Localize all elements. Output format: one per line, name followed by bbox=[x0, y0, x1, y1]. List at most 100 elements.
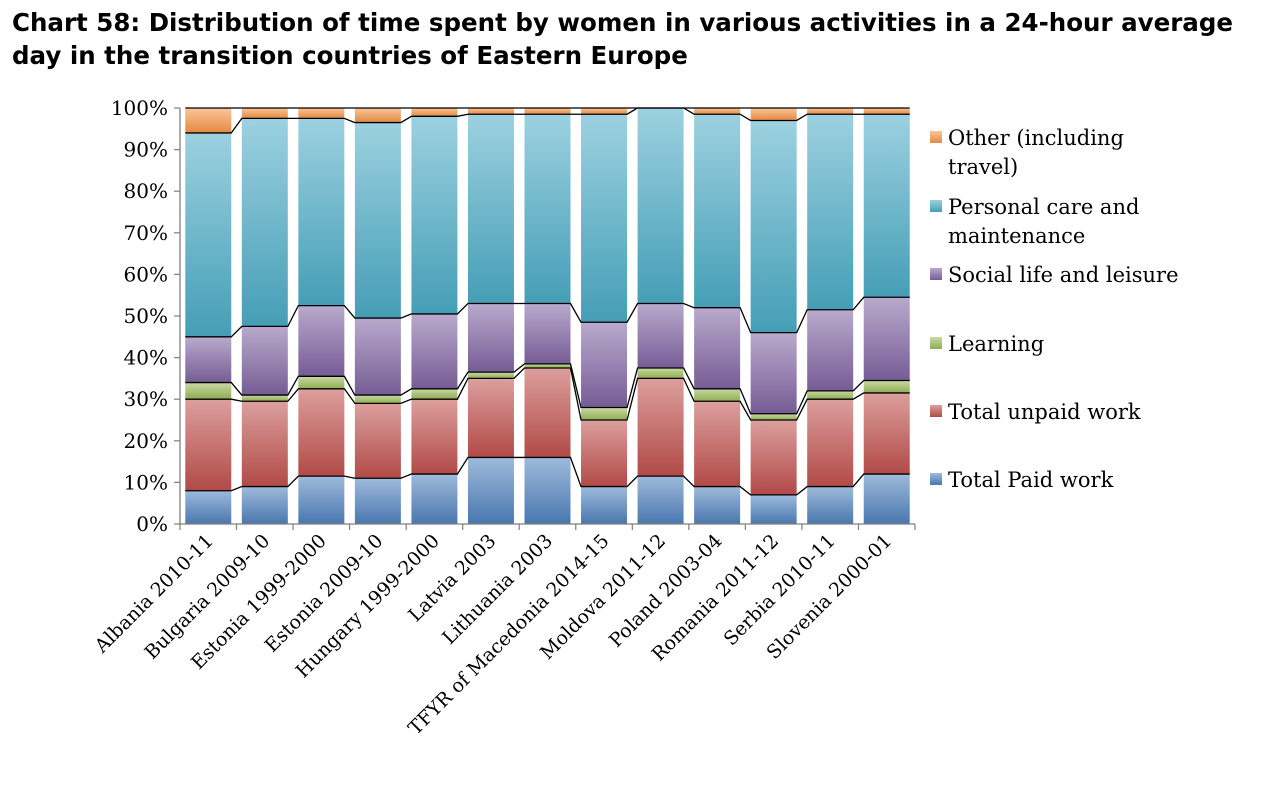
legend-item-learning: Learning bbox=[930, 332, 1044, 356]
y-tick-label: 80% bbox=[124, 179, 168, 203]
y-tick-label: 100% bbox=[111, 96, 168, 120]
bar-segment-personal-care-and-maintenance-albania-2010-11 bbox=[185, 132, 232, 337]
legend-item-personal-care-and-maintenance: Personal care and maintenance bbox=[930, 195, 1139, 248]
y-tick-label: 10% bbox=[124, 470, 168, 494]
bar-segment-social-life-and-leisure-romania-2011-12 bbox=[750, 332, 797, 414]
bar-segment-other-including-travel-estonia-1999-2000 bbox=[298, 108, 345, 119]
bar-segment-learning-latvia-2003 bbox=[467, 372, 514, 379]
bar-segment-personal-care-and-maintenance-hungary-1999-2000 bbox=[411, 116, 458, 314]
bar-segment-social-life-and-leisure-lithuania-2003 bbox=[524, 303, 571, 364]
legend-label: Total unpaid work bbox=[948, 400, 1141, 424]
bar-segment-social-life-and-leisure-albania-2010-11 bbox=[185, 336, 232, 383]
bar-segment-total-unpaid-work-estonia-1999-2000 bbox=[298, 388, 345, 477]
legend-label: Social life and leisure bbox=[948, 263, 1179, 287]
bar-segment-total-paid-work-hungary-1999-2000 bbox=[411, 474, 458, 524]
bar-segment-total-unpaid-work-bulgaria-2009-10 bbox=[241, 401, 288, 487]
bar-segment-other-including-travel-romania-2011-12 bbox=[750, 108, 797, 121]
bar-segment-total-unpaid-work-estonia-2009-10 bbox=[354, 403, 401, 479]
bar-segment-learning-romania-2011-12 bbox=[750, 413, 797, 420]
bar-segment-social-life-and-leisure-bulgaria-2009-10 bbox=[241, 326, 288, 396]
bar-segment-learning-albania-2010-11 bbox=[185, 382, 232, 400]
bar-segment-other-including-travel-estonia-2009-10 bbox=[354, 108, 401, 123]
bar-segment-learning-tfyr-of-macedonia-2014-15 bbox=[581, 407, 628, 420]
bar-segment-personal-care-and-maintenance-estonia-2009-10 bbox=[354, 122, 401, 319]
bar-segment-personal-care-and-maintenance-tfyr-of-macedonia-2014-15 bbox=[581, 114, 628, 323]
bar-segment-total-paid-work-bulgaria-2009-10 bbox=[241, 486, 288, 524]
bar-segment-other-including-travel-slovenia-2000-01 bbox=[863, 108, 910, 115]
series-line-learning bbox=[185, 363, 910, 415]
legend-label: travel) bbox=[948, 155, 1018, 179]
bar-segment-personal-care-and-maintenance-poland-2003-04 bbox=[694, 114, 741, 308]
bar-segment-learning-moldova-2011-12 bbox=[637, 368, 684, 379]
legend-label: Other (including bbox=[948, 126, 1124, 150]
bar-segment-total-unpaid-work-albania-2010-11 bbox=[185, 399, 232, 491]
bar-segment-total-paid-work-albania-2010-11 bbox=[185, 490, 232, 524]
y-tick-label: 30% bbox=[124, 387, 168, 411]
bar-segment-total-unpaid-work-poland-2003-04 bbox=[694, 401, 741, 487]
series-line-total-paid-work bbox=[185, 456, 910, 496]
y-tick-label: 0% bbox=[136, 512, 168, 536]
bar-segment-other-including-travel-serbia-2010-11 bbox=[807, 108, 854, 115]
chart-title: Chart 58: Distribution of time spent by … bbox=[12, 8, 1233, 70]
bar-segment-total-paid-work-latvia-2003 bbox=[467, 457, 514, 524]
bar-segment-learning-serbia-2010-11 bbox=[807, 390, 854, 400]
bar-segment-other-including-travel-lithuania-2003 bbox=[524, 108, 571, 115]
legend-item-other-including-travel: Other (including travel) bbox=[930, 126, 1124, 179]
bar-segment-personal-care-and-maintenance-estonia-1999-2000 bbox=[298, 118, 345, 306]
bar-segment-personal-care-and-maintenance-slovenia-2000-01 bbox=[863, 114, 910, 298]
bars-layer bbox=[185, 108, 910, 524]
bar-segment-total-paid-work-estonia-2009-10 bbox=[354, 478, 401, 524]
legend: Other (including travel) Personal care and… bbox=[930, 126, 1179, 492]
bar-segment-other-including-travel-bulgaria-2009-10 bbox=[241, 108, 288, 119]
bar-segment-learning-bulgaria-2009-10 bbox=[241, 395, 288, 402]
bar-segment-learning-estonia-1999-2000 bbox=[298, 376, 345, 389]
series-lines-layer bbox=[185, 107, 910, 496]
bar-segment-total-unpaid-work-moldova-2011-12 bbox=[637, 378, 684, 477]
bar-segment-learning-poland-2003-04 bbox=[694, 388, 741, 402]
legend-item-social-life-and-leisure: Social life and leisure bbox=[930, 263, 1179, 287]
bar-segment-personal-care-and-maintenance-lithuania-2003 bbox=[524, 114, 571, 304]
y-tick-label: 50% bbox=[124, 304, 168, 328]
bar-segment-total-paid-work-slovenia-2000-01 bbox=[863, 474, 910, 524]
legend-swatch bbox=[930, 337, 942, 349]
bar-segment-total-unpaid-work-lithuania-2003 bbox=[524, 368, 571, 458]
legend-label: Personal care and bbox=[948, 195, 1139, 219]
legend-swatch bbox=[930, 200, 942, 212]
bar-segment-learning-lithuania-2003 bbox=[524, 363, 571, 368]
bar-segment-total-paid-work-lithuania-2003 bbox=[524, 457, 571, 524]
y-tick-label: 60% bbox=[124, 262, 168, 286]
bar-segment-other-including-travel-albania-2010-11 bbox=[185, 108, 232, 133]
bar-segment-personal-care-and-maintenance-latvia-2003 bbox=[467, 114, 514, 304]
legend-swatch bbox=[930, 405, 942, 417]
bar-segment-personal-care-and-maintenance-moldova-2011-12 bbox=[637, 108, 684, 304]
bar-segment-social-life-and-leisure-poland-2003-04 bbox=[694, 307, 741, 389]
bar-segment-other-including-travel-tfyr-of-macedonia-2014-15 bbox=[581, 108, 628, 115]
bar-segment-personal-care-and-maintenance-romania-2011-12 bbox=[750, 120, 797, 333]
bar-segment-total-paid-work-poland-2003-04 bbox=[694, 486, 741, 524]
bar-segment-total-paid-work-moldova-2011-12 bbox=[637, 476, 684, 524]
y-tick-label: 40% bbox=[124, 346, 168, 370]
series-line-total-unpaid-work bbox=[185, 367, 910, 421]
bar-segment-total-unpaid-work-romania-2011-12 bbox=[750, 420, 797, 495]
y-tick-label: 70% bbox=[124, 221, 168, 245]
bar-segment-social-life-and-leisure-estonia-1999-2000 bbox=[298, 305, 345, 377]
bar-segment-other-including-travel-latvia-2003 bbox=[467, 108, 514, 115]
legend-label: Total Paid work bbox=[948, 468, 1114, 492]
bar-segment-total-unpaid-work-serbia-2010-11 bbox=[807, 399, 854, 487]
bar-segment-learning-hungary-1999-2000 bbox=[411, 388, 458, 400]
bar-segment-total-paid-work-serbia-2010-11 bbox=[807, 486, 854, 524]
series-line-social-life-and-leisure bbox=[185, 296, 910, 338]
legend-swatch bbox=[930, 268, 942, 280]
bar-segment-total-unpaid-work-slovenia-2000-01 bbox=[863, 392, 910, 475]
bar-segment-personal-care-and-maintenance-serbia-2010-11 bbox=[807, 114, 854, 310]
series-line-personal-care-and-maintenance bbox=[185, 107, 910, 134]
bar-segment-personal-care-and-maintenance-bulgaria-2009-10 bbox=[241, 118, 288, 327]
legend-swatch bbox=[930, 131, 942, 143]
bar-segment-total-paid-work-romania-2011-12 bbox=[750, 494, 797, 524]
bar-segment-total-paid-work-estonia-1999-2000 bbox=[298, 476, 345, 524]
bar-segment-social-life-and-leisure-latvia-2003 bbox=[467, 303, 514, 373]
legend-item-total-unpaid-work: Total unpaid work bbox=[930, 400, 1141, 424]
legend-label: maintenance bbox=[948, 224, 1085, 248]
bar-segment-total-paid-work-tfyr-of-macedonia-2014-15 bbox=[581, 486, 628, 524]
